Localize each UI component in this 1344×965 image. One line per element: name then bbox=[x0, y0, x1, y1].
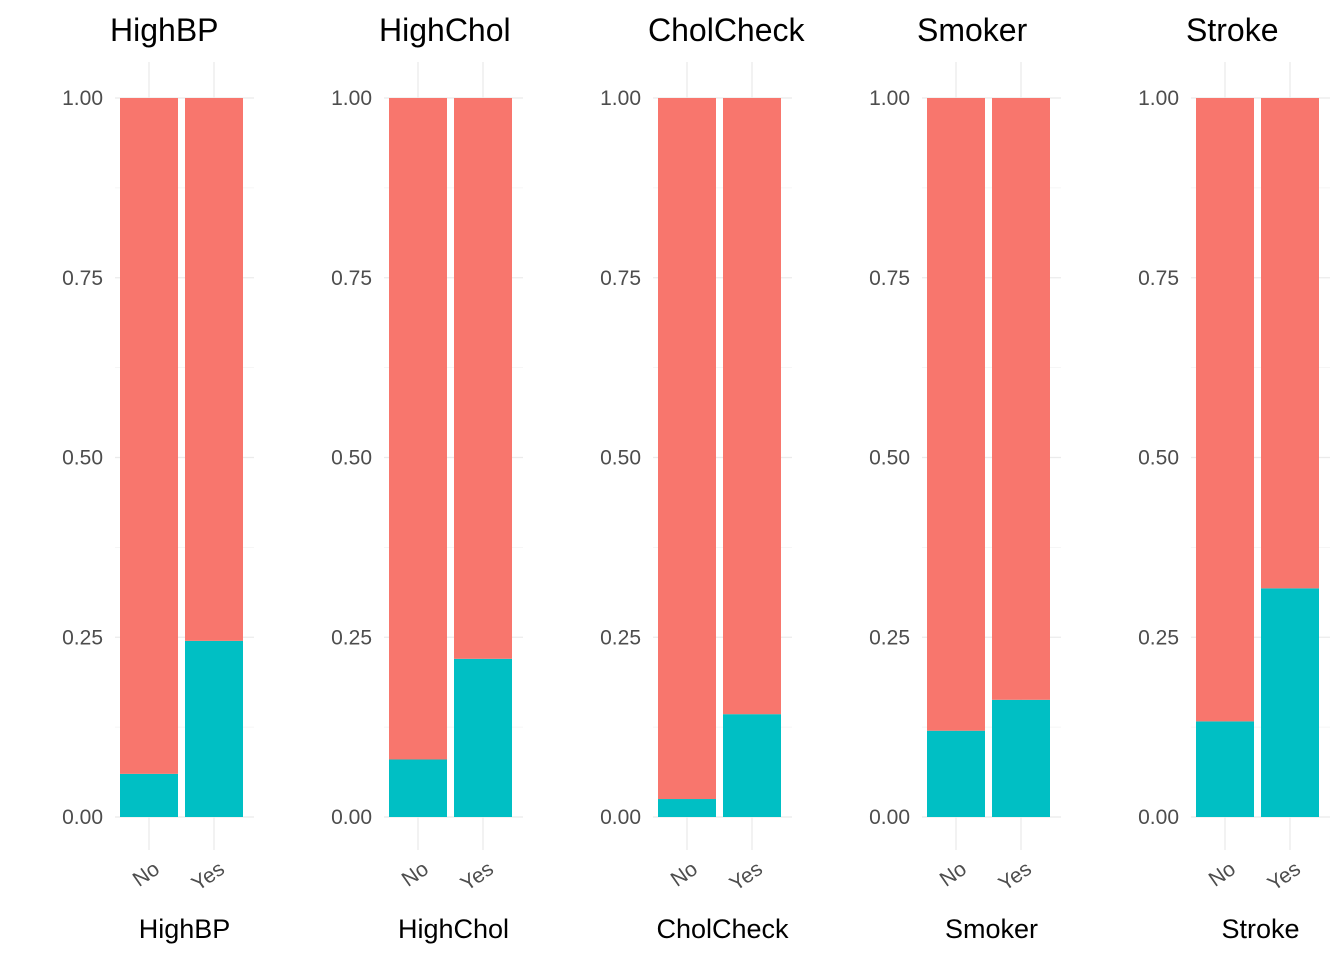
bar-yes-upper-segment bbox=[185, 98, 243, 641]
bar-yes-lower-segment bbox=[185, 640, 243, 817]
x-tick-label-yes: Yes bbox=[188, 857, 229, 895]
y-tick-label: 1.00 bbox=[62, 87, 103, 110]
bar-no-lower-segment bbox=[658, 799, 716, 817]
y-tick-label: 0.00 bbox=[1138, 806, 1179, 829]
y-tick-label: 0.25 bbox=[62, 626, 103, 649]
y-tick-label: 0.50 bbox=[600, 447, 641, 470]
bar-no-upper-segment bbox=[389, 98, 447, 760]
bar-no-upper-segment bbox=[120, 98, 178, 774]
y-tick-label: 0.75 bbox=[869, 267, 910, 290]
x-axis-title: CholCheck bbox=[656, 914, 789, 944]
facet-panel-highchol: 0.00 0.25 0.50 0.75 1.00 No Yes HighChol HighCho… bbox=[331, 12, 523, 944]
x-tick-label-yes: Yes bbox=[995, 857, 1036, 895]
bar-yes-upper-segment bbox=[723, 98, 781, 715]
y-tick-label: 0.50 bbox=[62, 447, 103, 470]
y-tick-label: 0.75 bbox=[331, 267, 372, 290]
bar-yes-lower-segment bbox=[992, 699, 1050, 817]
x-axis-title: Smoker bbox=[945, 914, 1038, 944]
bar-no-upper-segment bbox=[927, 98, 985, 731]
bar-no-lower-segment bbox=[927, 730, 985, 817]
y-tick-label: 0.75 bbox=[600, 267, 641, 290]
bar-yes-lower-segment bbox=[1261, 588, 1319, 817]
y-tick-label: 0.75 bbox=[1138, 267, 1179, 290]
bar-yes-upper-segment bbox=[1261, 98, 1319, 589]
facet-title: HighChol bbox=[379, 12, 511, 48]
x-tick-label-yes: Yes bbox=[1264, 857, 1305, 895]
y-tick-label: 1.00 bbox=[1138, 87, 1179, 110]
x-tick-label-yes: Yes bbox=[726, 857, 767, 895]
bar-no-upper-segment bbox=[658, 98, 716, 800]
y-tick-label: 0.50 bbox=[331, 447, 372, 470]
bar-yes-lower-segment bbox=[723, 714, 781, 817]
y-tick-label: 0.75 bbox=[62, 267, 103, 290]
y-tick-label: 1.00 bbox=[600, 87, 641, 110]
facet-panel-highbp: 0.00 0.25 0.50 0.75 1.00 No Yes HighBP HighBP bbox=[62, 12, 254, 944]
facet-title: HighBP bbox=[110, 12, 219, 48]
facet-title: Smoker bbox=[917, 12, 1028, 48]
x-axis-title: HighChol bbox=[398, 914, 509, 944]
y-tick-label: 0.50 bbox=[869, 447, 910, 470]
bar-no-lower-segment bbox=[389, 759, 447, 817]
x-tick-label-no: No bbox=[936, 857, 971, 891]
y-tick-label: 1.00 bbox=[331, 87, 372, 110]
y-tick-label: 0.25 bbox=[869, 626, 910, 649]
facet-title: CholCheck bbox=[648, 12, 806, 48]
bar-yes-upper-segment bbox=[454, 98, 512, 659]
facet-title: Stroke bbox=[1186, 12, 1278, 48]
facet-panel-stroke: 0.00 0.25 0.50 0.75 1.00 No Yes Stroke Stroke bbox=[1138, 12, 1330, 944]
bar-yes-lower-segment bbox=[454, 658, 512, 817]
x-tick-label-no: No bbox=[667, 857, 702, 891]
y-tick-label: 0.50 bbox=[1138, 447, 1179, 470]
y-tick-label: 0.00 bbox=[331, 806, 372, 829]
facet-panel-cholcheck: 0.00 0.25 0.50 0.75 1.00 No Yes CholCheck CholCh… bbox=[600, 12, 805, 944]
x-tick-label-yes: Yes bbox=[457, 857, 498, 895]
bar-no-lower-segment bbox=[120, 773, 178, 817]
x-tick-label-no: No bbox=[1205, 857, 1240, 891]
x-tick-label-no: No bbox=[129, 857, 164, 891]
y-tick-label: 0.00 bbox=[600, 806, 641, 829]
bar-yes-upper-segment bbox=[992, 98, 1050, 700]
facet-panel-smoker: 0.00 0.25 0.50 0.75 1.00 No Yes Smoker Smoker bbox=[869, 12, 1061, 944]
y-tick-label: 0.25 bbox=[331, 626, 372, 649]
y-tick-label: 1.00 bbox=[869, 87, 910, 110]
x-axis-title: Stroke bbox=[1221, 914, 1299, 944]
y-tick-label: 0.25 bbox=[1138, 626, 1179, 649]
y-tick-label: 0.25 bbox=[600, 626, 641, 649]
bar-no-upper-segment bbox=[1196, 98, 1254, 722]
x-axis-title: HighBP bbox=[139, 914, 231, 944]
bar-no-lower-segment bbox=[1196, 721, 1254, 817]
y-tick-label: 0.00 bbox=[62, 806, 103, 829]
x-tick-label-no: No bbox=[398, 857, 433, 891]
y-tick-label: 0.00 bbox=[869, 806, 910, 829]
